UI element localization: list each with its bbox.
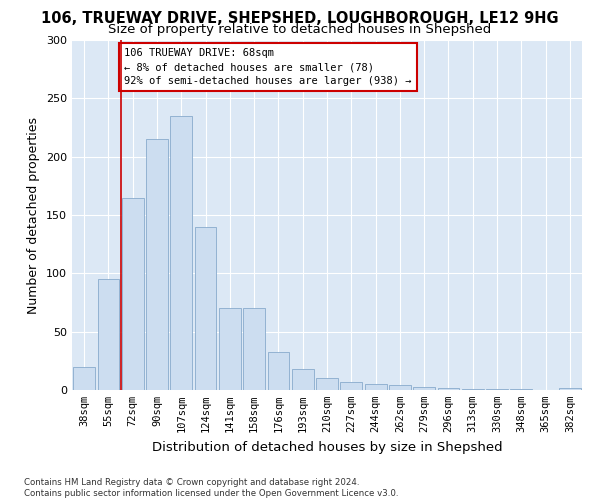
Bar <box>97 279 119 390</box>
Bar <box>511 389 532 390</box>
X-axis label: Distribution of detached houses by size in Shepshed: Distribution of detached houses by size … <box>152 440 502 454</box>
Text: 106, TRUEWAY DRIVE, SHEPSHED, LOUGHBOROUGH, LE12 9HG: 106, TRUEWAY DRIVE, SHEPSHED, LOUGHBOROU… <box>41 11 559 26</box>
Bar <box>292 369 314 390</box>
Bar <box>365 384 386 390</box>
Text: Contains HM Land Registry data © Crown copyright and database right 2024.
Contai: Contains HM Land Registry data © Crown c… <box>24 478 398 498</box>
Bar <box>389 386 411 390</box>
Bar <box>243 308 265 390</box>
Bar <box>462 389 484 390</box>
Bar <box>340 382 362 390</box>
Bar <box>486 389 508 390</box>
Bar <box>268 352 289 390</box>
Bar <box>559 388 581 390</box>
Bar <box>170 116 192 390</box>
Bar <box>316 378 338 390</box>
Text: Size of property relative to detached houses in Shepshed: Size of property relative to detached ho… <box>109 22 491 36</box>
Bar <box>437 388 460 390</box>
Text: 106 TRUEWAY DRIVE: 68sqm
← 8% of detached houses are smaller (78)
92% of semi-de: 106 TRUEWAY DRIVE: 68sqm ← 8% of detache… <box>124 48 412 86</box>
Bar <box>122 198 143 390</box>
Bar <box>73 366 95 390</box>
Bar <box>413 386 435 390</box>
Bar <box>146 139 168 390</box>
Bar <box>194 226 217 390</box>
Y-axis label: Number of detached properties: Number of detached properties <box>28 116 40 314</box>
Bar <box>219 308 241 390</box>
